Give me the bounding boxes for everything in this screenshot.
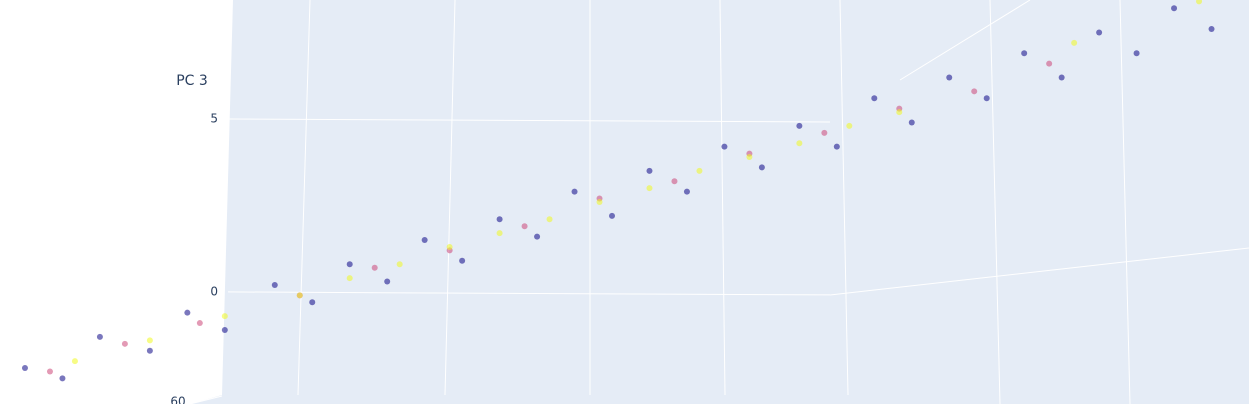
point [908,119,915,126]
point [646,167,653,174]
point [796,122,803,129]
point [983,95,990,102]
point [496,216,503,223]
z-tick-label: 0 [210,284,218,298]
point [596,199,603,205]
point [833,143,840,150]
point [184,309,191,316]
background-grid [297,0,1249,404]
point [146,337,153,344]
point [371,264,378,271]
point [846,122,853,129]
z-axis-title: PC 3 [176,73,208,89]
point [746,154,753,161]
point [758,164,765,171]
point [71,358,78,365]
point [496,230,503,237]
point [671,178,678,185]
point [146,347,153,354]
y-tick-label: 60 [170,395,185,404]
point [1096,29,1103,36]
point [221,313,228,320]
point [121,340,128,347]
point [1058,74,1065,81]
point [1171,5,1178,12]
point [21,365,28,372]
point [271,282,278,289]
grid-line [189,395,223,404]
point [946,74,953,81]
point [1021,50,1028,57]
point [971,88,978,95]
point [384,278,391,285]
point [46,368,53,375]
point [196,320,203,327]
point [346,261,353,268]
point [221,326,228,333]
point [871,95,878,102]
point [721,143,728,150]
point [1071,39,1078,46]
grid-line [227,291,831,296]
point [459,257,466,264]
point [296,292,303,299]
point [1133,50,1140,57]
point [683,188,690,195]
point [59,375,66,382]
point [421,237,428,244]
point [646,185,653,192]
point [534,233,541,240]
point [1046,60,1053,67]
point [896,109,903,116]
scene-background [190,0,1249,404]
point [346,275,353,282]
point [309,299,316,306]
point [546,216,553,223]
point [521,223,528,230]
point [396,261,403,268]
point [821,129,828,136]
point [1196,0,1203,5]
point [446,243,453,250]
point [571,188,578,195]
point [96,333,103,340]
grid-line [227,118,831,123]
point [796,140,803,147]
z-tick-label: 5 [210,111,218,125]
point [1208,26,1215,33]
point [609,212,616,219]
point [696,167,703,174]
